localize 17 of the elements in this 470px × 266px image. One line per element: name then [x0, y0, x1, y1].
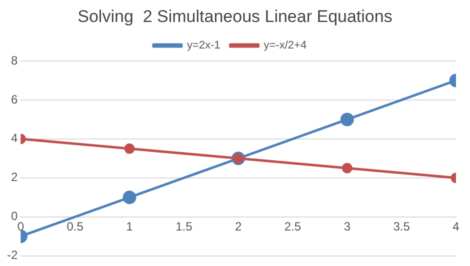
x-tick-label: 2 [234, 219, 242, 234]
y-tick-label: 4 [10, 131, 18, 146]
y-tick-label: -2 [7, 248, 18, 262]
x-tick-label: 3.5 [393, 219, 410, 234]
x-tick-label: 3 [344, 219, 351, 234]
legend-label: y=-x/2+4 [264, 40, 307, 52]
y-tick-label: 2 [10, 170, 18, 184]
y-tick-label: 0 [10, 209, 18, 224]
y-tick-label: 6 [10, 92, 18, 106]
chart-title: Solving 2 Simultaneous Linear Equations [76, 6, 394, 28]
x-tick-label: 1.5 [176, 219, 193, 234]
x-tick-label: 1 [126, 219, 134, 234]
legend-label: y=2x-1 [186, 40, 220, 52]
x-tick-label: 0.5 [66, 219, 84, 234]
x-tick-label: 2.5 [284, 219, 302, 234]
x-tick-label: 4 [452, 219, 460, 234]
y-tick-label: 8 [10, 53, 18, 68]
